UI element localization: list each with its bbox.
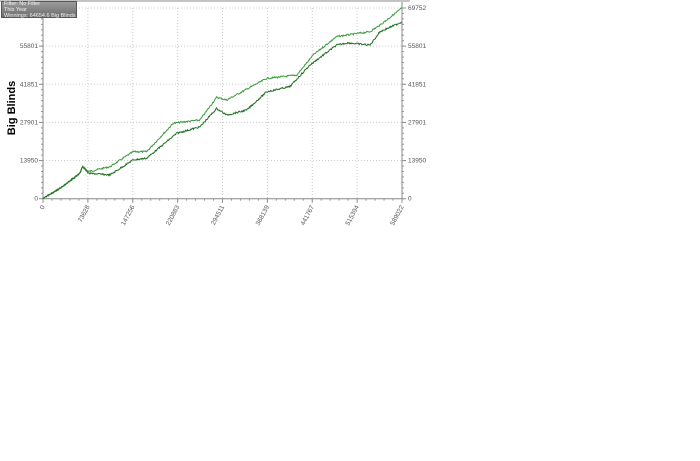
x-tick-label: 147256 — [120, 204, 137, 227]
x-tick-label: 515394 — [345, 204, 362, 227]
y-tick-label-left: 13950 — [20, 158, 38, 165]
legend-filter: Filter: No Filter — [4, 1, 41, 7]
y-tick-label-left: 27901 — [20, 119, 38, 126]
y-tick-label-left: 0 — [34, 196, 38, 203]
y-axis-label: Big Blinds — [6, 81, 18, 135]
y-tick-label-right: 41851 — [408, 81, 426, 88]
x-tick-label: 73628 — [77, 204, 92, 224]
x-tick-label: 294511 — [210, 204, 226, 226]
x-tick-label: 220883 — [165, 204, 182, 227]
x-tick-label: 0 — [39, 204, 47, 211]
y-tick-label-right: 13950 — [408, 158, 426, 165]
legend-box: Filter: No Filter This Year Winnings: 64… — [1, 1, 77, 18]
y-tick-label-right: 0 — [408, 196, 412, 203]
x-tick-label: 589022 — [389, 204, 406, 227]
y-tick-label-right: 27901 — [408, 119, 426, 126]
legend-period: This Year — [4, 6, 27, 13]
series-line-upper — [42, 7, 402, 200]
series-line-winnings — [42, 21, 403, 200]
x-tick-label: 441767 — [300, 204, 317, 227]
x-tick-label: 368139 — [255, 204, 272, 227]
y-tick-label-left: 41851 — [20, 81, 38, 88]
y-tick-label-right: 69752 — [408, 5, 426, 12]
y-tick-label-right: 55801 — [408, 43, 426, 50]
y-tick-label-left: 55801 — [20, 43, 38, 50]
legend-winnings: Winnings: 64654.6 Big Blinds — [4, 12, 76, 19]
